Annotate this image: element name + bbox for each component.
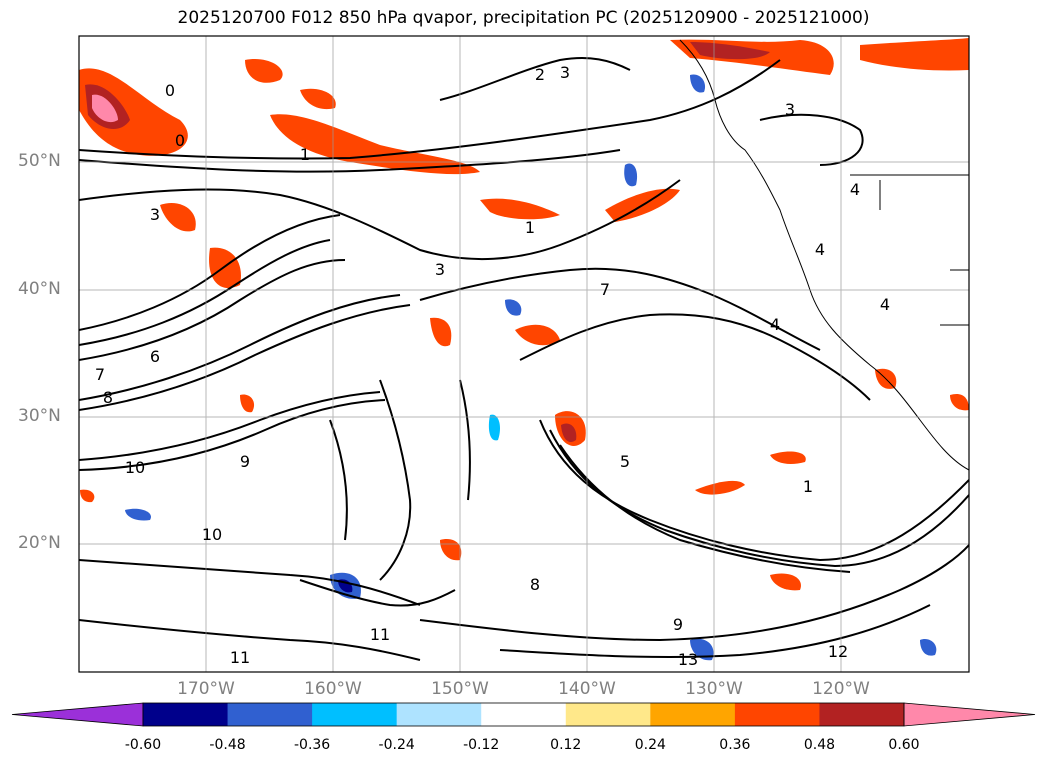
- contour-label: 4: [815, 240, 825, 259]
- colorbar-tick-label: 0.48: [803, 737, 836, 753]
- colorbar-segment: [734, 703, 820, 726]
- contour-label: 9: [240, 452, 250, 471]
- latitude-label: 30°N: [18, 406, 61, 426]
- contour-label: 3: [560, 63, 570, 82]
- contour-label: 3: [785, 100, 795, 119]
- colorbar-extend-high: [903, 702, 1036, 727]
- contour-label: 1: [525, 218, 535, 237]
- colorbar-segment: [650, 703, 736, 726]
- colorbar-tick-label: 0.12: [550, 737, 582, 753]
- colorbar-segment: [227, 703, 313, 726]
- contour-label: 4: [770, 315, 780, 334]
- longitude-label: 160°W: [304, 679, 362, 699]
- longitude-label: 140°W: [558, 679, 616, 699]
- contour-label: 1: [803, 477, 813, 496]
- latitude-label: 50°N: [18, 151, 61, 171]
- contour-label: 0: [175, 131, 185, 150]
- contour-label: 13: [678, 650, 698, 669]
- contour-label: 12: [828, 642, 848, 661]
- map-title: 2025120700 F012 850 hPa qvapor, precipit…: [177, 8, 870, 28]
- colorbar-tick-label: -0.12: [463, 737, 500, 753]
- longitude-label: 170°W: [177, 679, 235, 699]
- colorbar-extend-low: [11, 702, 144, 727]
- contour-label: 8: [530, 575, 540, 594]
- contour-label: 7: [95, 365, 105, 384]
- contour-label: 7: [600, 280, 610, 299]
- longitude-label: 130°W: [685, 679, 743, 699]
- colorbar-tick-label: -0.24: [378, 737, 415, 753]
- coastline-layer: [679, 39, 969, 471]
- colorbar-tick-label: -0.60: [124, 737, 162, 753]
- colorbar-frame: [142, 702, 905, 727]
- contour-label: 5: [620, 452, 630, 471]
- contour-label: 0: [165, 81, 175, 100]
- contour-label: 6: [150, 347, 160, 366]
- contour-label: 11: [370, 625, 390, 644]
- colorbar-segment: [396, 703, 482, 726]
- graticule: [79, 36, 969, 672]
- contour-label: 10: [125, 458, 145, 477]
- contour-label: 11: [230, 648, 250, 667]
- contour-label: 2: [535, 65, 545, 84]
- contour-label: 10: [202, 525, 222, 544]
- colorbar-segment: [312, 703, 398, 726]
- contour-label: 4: [850, 180, 860, 199]
- map-frame: [78, 35, 970, 673]
- colorbar-tick-label: 0.36: [719, 737, 751, 753]
- colorbar-segment: [481, 703, 567, 726]
- colorbar-segment: [565, 703, 651, 726]
- longitude-label: 150°W: [431, 679, 489, 699]
- contour-label: 1: [300, 145, 310, 164]
- colorbar-tick-label: 0.24: [634, 737, 666, 753]
- map-background: [79, 36, 969, 672]
- colorbar-tick-label: -0.36: [293, 737, 331, 753]
- contour-label: 3: [150, 205, 160, 224]
- contour-label: 3: [435, 260, 445, 279]
- latitude-label: 20°N: [18, 533, 61, 553]
- longitude-label: 120°W: [812, 679, 870, 699]
- colorbar-segment: [819, 703, 905, 726]
- contour-label: 4: [880, 295, 890, 314]
- colorbar-segment: [143, 703, 229, 726]
- latitude-label: 40°N: [18, 279, 61, 299]
- contour-label: 8: [103, 388, 113, 407]
- contour-label: 9: [673, 615, 683, 634]
- precip-fill-layer: [79, 38, 969, 661]
- colorbar-tick-label: -0.48: [209, 737, 246, 753]
- colorbar-tick-label: 0.60: [888, 737, 920, 753]
- colorbar: [11, 702, 1036, 727]
